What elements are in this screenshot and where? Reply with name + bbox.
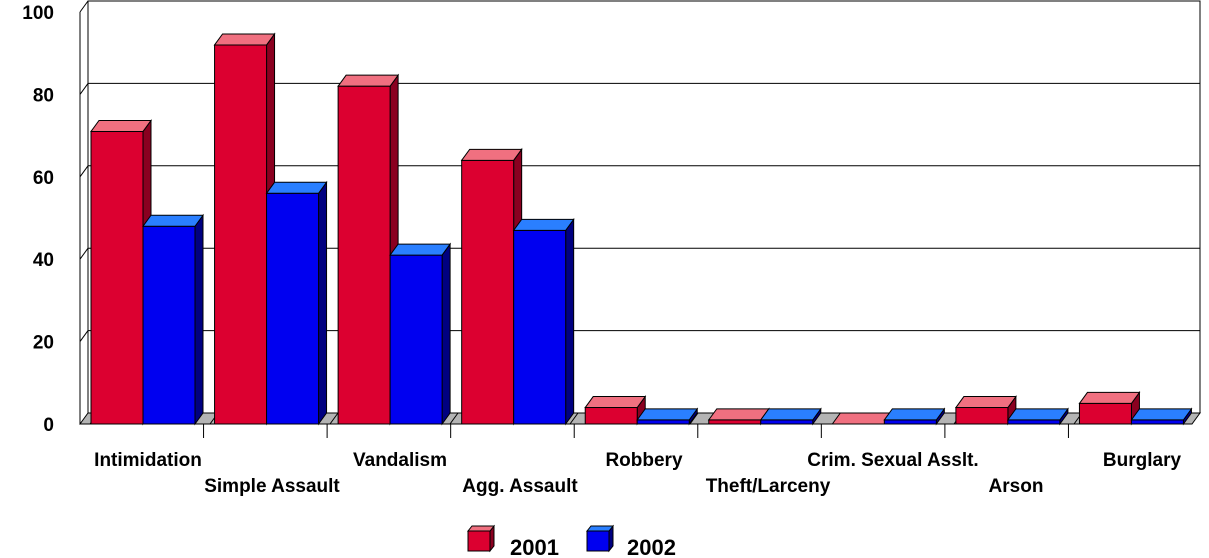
bar-top <box>142 214 204 227</box>
bar-front <box>584 407 638 425</box>
bar-2001-robbery <box>584 394 647 426</box>
legend-item-2001: 2001 <box>466 524 559 558</box>
bar-2002-simple-assault <box>265 180 328 426</box>
category-label: Agg. Assault <box>462 476 578 497</box>
bar-top <box>337 74 400 87</box>
legend-item-2002: 2002 <box>585 524 676 558</box>
bar-top <box>460 148 523 161</box>
bar-top <box>265 181 328 194</box>
bar-top <box>707 408 770 421</box>
bar-side <box>565 217 575 426</box>
bar-side <box>318 180 328 426</box>
category-label: Theft/Larceny <box>706 476 831 497</box>
gridline-side <box>79 0 89 13</box>
bar-2001-agg-assault <box>460 147 523 426</box>
gridline-side <box>79 165 89 178</box>
bar-2002-agg-assault <box>512 217 575 426</box>
bar-top <box>1006 408 1069 421</box>
bar-top <box>1130 408 1193 421</box>
bar-2002-burglary <box>1130 407 1193 426</box>
bar-front <box>337 85 391 425</box>
legend-label: 2001 <box>510 535 559 558</box>
category-label: Crim. Sexual Asslt. <box>807 450 978 471</box>
bar-top <box>389 243 452 256</box>
category-label: Intimidation <box>94 450 202 471</box>
category-label: Robbery <box>605 450 683 471</box>
bar-side <box>194 213 204 426</box>
bar-2002-arson <box>1006 407 1069 426</box>
floor-hatch <box>569 412 579 425</box>
bar-2001-vandalism <box>337 73 400 426</box>
bar-2001-simple-assault <box>213 32 276 426</box>
bars <box>90 32 1193 426</box>
legend-label: 2002 <box>627 535 676 558</box>
bar-2001-arson <box>954 394 1017 426</box>
bar-front <box>1078 402 1132 425</box>
floor-hatch <box>689 412 699 425</box>
y-tick-label: 40 <box>33 250 54 271</box>
gridline-side <box>79 247 89 260</box>
category-label: Simple Assault <box>204 476 340 497</box>
bar-2002-robbery <box>636 407 699 426</box>
bar-front <box>883 419 937 425</box>
bar-top <box>512 218 575 231</box>
y-tick-label: 80 <box>33 85 54 106</box>
bar-top <box>954 396 1017 409</box>
bar-top <box>883 408 946 421</box>
bar-top <box>1078 391 1141 404</box>
y-tick-label: 0 <box>43 415 54 436</box>
category-label: Vandalism <box>353 450 447 471</box>
bar-top <box>90 119 152 132</box>
bar-side <box>441 242 451 426</box>
bar-front <box>142 225 196 425</box>
category-label: Arson <box>989 476 1044 497</box>
bar-2002-vandalism <box>389 242 452 426</box>
bar-top <box>831 412 894 425</box>
bar-2001-burglary <box>1078 390 1141 426</box>
floor-hatch <box>449 412 459 425</box>
floor-hatch <box>329 412 339 425</box>
legend-swatch-top <box>585 525 615 532</box>
bar-front <box>266 192 320 425</box>
bar-front <box>760 419 814 425</box>
legend-swatch <box>586 530 610 552</box>
gridline-side <box>79 330 89 342</box>
bar-front <box>513 229 567 425</box>
bar-top <box>584 396 647 409</box>
bar-2001-crim-sexual-asslt- <box>831 412 894 425</box>
y-tick-label: 100 <box>22 3 54 24</box>
bar-front <box>461 159 515 425</box>
bar-2002-theft-larceny <box>759 407 822 426</box>
bar-front <box>955 407 1009 425</box>
category-label: Burglary <box>1103 450 1182 471</box>
bar-2001-intimidation <box>90 118 152 426</box>
y-tick-label: 20 <box>33 333 54 354</box>
legend-swatch <box>467 530 491 552</box>
bar-2001-theft-larceny <box>707 407 770 426</box>
bar-2002-intimidation <box>142 213 204 426</box>
bar-top <box>213 33 276 46</box>
bar-2002-crim-sexual-asslt- <box>883 407 946 426</box>
bar-front <box>1130 419 1184 425</box>
bar-front <box>389 254 443 425</box>
gridline-side <box>79 83 89 95</box>
bar-top <box>636 408 699 421</box>
y-tick-label: 60 <box>33 168 54 189</box>
legend-swatch-top <box>466 525 496 532</box>
bar-top <box>759 408 822 421</box>
bar-front <box>90 130 144 425</box>
legend: 2001 2002 <box>466 524 676 558</box>
bar-front <box>636 419 690 425</box>
bar-front <box>1007 419 1061 425</box>
bar-front <box>214 44 268 425</box>
bar-front <box>708 419 762 425</box>
